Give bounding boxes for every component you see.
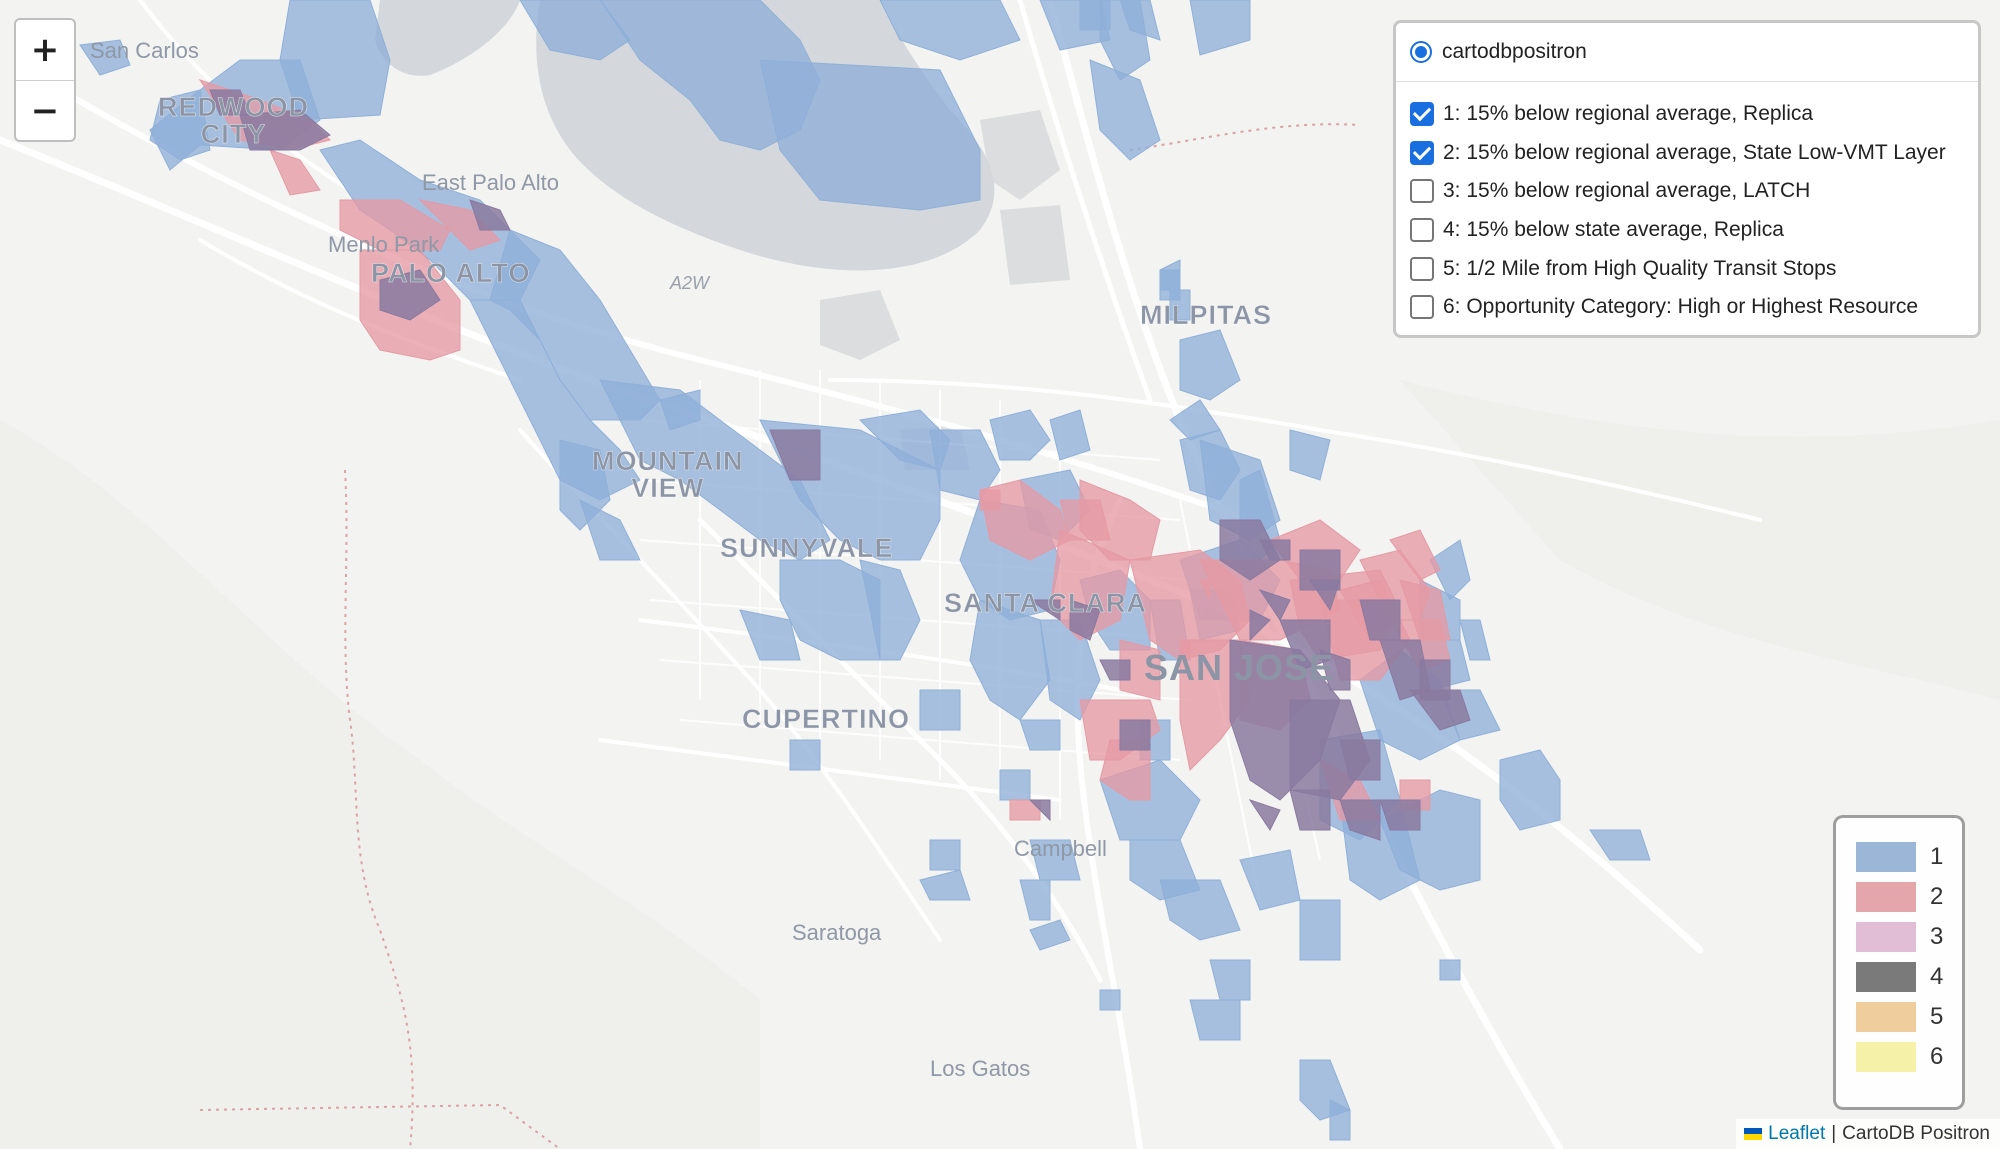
legend-swatch-1 bbox=[1856, 842, 1916, 872]
place-label-menlo-park: Menlo Park bbox=[328, 232, 440, 257]
legend-item-3: 3 bbox=[1836, 917, 1962, 957]
legend-label-5: 5 bbox=[1930, 1003, 1944, 1030]
base-layer-option[interactable]: cartodbpositron bbox=[1396, 23, 1978, 82]
check-icon bbox=[1412, 141, 1432, 161]
leaflet-link[interactable]: Leaflet bbox=[1768, 1123, 1826, 1144]
map-attribution: Leaflet | CartoDB Positron bbox=[1736, 1119, 2000, 1149]
attribution-separator: | bbox=[1831, 1123, 1837, 1144]
zoom-control: + − bbox=[14, 18, 76, 142]
check-icon bbox=[1412, 103, 1432, 122]
zoom-in-button[interactable]: + bbox=[30, 30, 60, 70]
legend-label-2: 2 bbox=[1930, 883, 1944, 910]
legend-label-6: 6 bbox=[1930, 1043, 1944, 1070]
place-label-palo-alto: PALO ALTO bbox=[371, 258, 531, 288]
map-legend: 1 2 3 4 5 6 bbox=[1833, 815, 1965, 1110]
overlay-checkbox-1[interactable] bbox=[1410, 102, 1434, 127]
legend-item-2: 2 bbox=[1836, 877, 1962, 917]
ukraine-flag-icon bbox=[1744, 1128, 1763, 1140]
overlay-option-6[interactable]: 6: Opportunity Category: High or Highest… bbox=[1396, 288, 1978, 327]
legend-label-4: 4 bbox=[1930, 963, 1944, 990]
legend-swatch-6 bbox=[1856, 1042, 1916, 1072]
legend-swatch-3 bbox=[1856, 922, 1916, 952]
overlay-label-2: 2: 15% below regional average, State Low… bbox=[1443, 140, 1946, 164]
radio-selected-dot bbox=[1415, 46, 1427, 58]
overlay-label-1: 1: 15% below regional average, Replica bbox=[1443, 102, 1814, 126]
place-label-san-carlos: San Carlos bbox=[90, 38, 199, 63]
place-label-santa-clara: SANTA CLARA bbox=[944, 588, 1147, 618]
overlay-checkbox-6[interactable] bbox=[1410, 295, 1434, 320]
legend-swatch-2 bbox=[1856, 882, 1916, 912]
overlay-label-3: 3: 15% below regional average, LATCH bbox=[1443, 179, 1811, 203]
zoom-out-button[interactable]: − bbox=[16, 80, 74, 140]
overlay-option-4[interactable]: 4: 15% below state average, Replica bbox=[1396, 211, 1978, 250]
legend-label-3: 3 bbox=[1930, 923, 1944, 950]
legend-item-6: 6 bbox=[1836, 1037, 1962, 1077]
legend-swatch-4 bbox=[1856, 962, 1916, 992]
place-label-san-jose: SAN JOSE bbox=[1144, 647, 1335, 688]
overlay-label-4: 4: 15% below state average, Replica bbox=[1443, 218, 1784, 242]
layer-control-panel: cartodbpositron 1: 15% below regional av… bbox=[1393, 20, 1981, 338]
attribution-text: CartoDB Positron bbox=[1842, 1123, 1990, 1144]
overlay-option-3[interactable]: 3: 15% below regional average, LATCH bbox=[1396, 172, 1978, 211]
place-label-saratoga: Saratoga bbox=[792, 920, 882, 945]
place-label-los-gatos: Los Gatos bbox=[930, 1056, 1031, 1081]
legend-item-1: 1 bbox=[1836, 837, 1962, 877]
place-label-mountain-view: MOUNTAIN VIEW bbox=[592, 446, 744, 503]
place-label-redwood-city: REDWOOD CITY bbox=[158, 92, 309, 149]
overlay-option-2[interactable]: 2: 15% below regional average, State Low… bbox=[1396, 134, 1978, 173]
overlay-option-5[interactable]: 5: 1/2 Mile from High Quality Transit St… bbox=[1396, 249, 1978, 288]
place-label-sunnyvale: SUNNYVALE bbox=[720, 533, 894, 563]
place-label-cupertino: CUPERTINO bbox=[742, 704, 911, 734]
base-layer-label: cartodbpositron bbox=[1442, 40, 1587, 63]
overlay-label-6: 6: Opportunity Category: High or Highest… bbox=[1443, 295, 1919, 319]
base-layer-radio[interactable] bbox=[1410, 41, 1432, 63]
legend-label-1: 1 bbox=[1930, 843, 1944, 870]
place-label-campbell: Campbell bbox=[1014, 836, 1107, 861]
overlay-checkbox-4[interactable] bbox=[1410, 218, 1434, 243]
road-label-a2w: A2W bbox=[670, 273, 710, 293]
overlay-list: 1: 15% below regional average, Replica 2… bbox=[1396, 82, 1978, 327]
place-label-milpitas: MILPITAS bbox=[1140, 300, 1272, 330]
overlap-polygons bbox=[209, 89, 1471, 841]
legend-item-5: 5 bbox=[1836, 997, 1962, 1037]
overlay-checkbox-2[interactable] bbox=[1410, 140, 1434, 165]
legend-item-4: 4 bbox=[1836, 957, 1962, 997]
legend-swatch-5 bbox=[1856, 1002, 1916, 1032]
overlay-checkbox-5[interactable] bbox=[1410, 256, 1434, 281]
place-label-east-palo-alto: East Palo Alto bbox=[422, 170, 559, 195]
overlay-option-1[interactable]: 1: 15% below regional average, Replica bbox=[1396, 95, 1978, 134]
overlay-checkbox-3[interactable] bbox=[1410, 179, 1434, 204]
overlay-label-5: 5: 1/2 Mile from High Quality Transit St… bbox=[1443, 256, 1837, 280]
